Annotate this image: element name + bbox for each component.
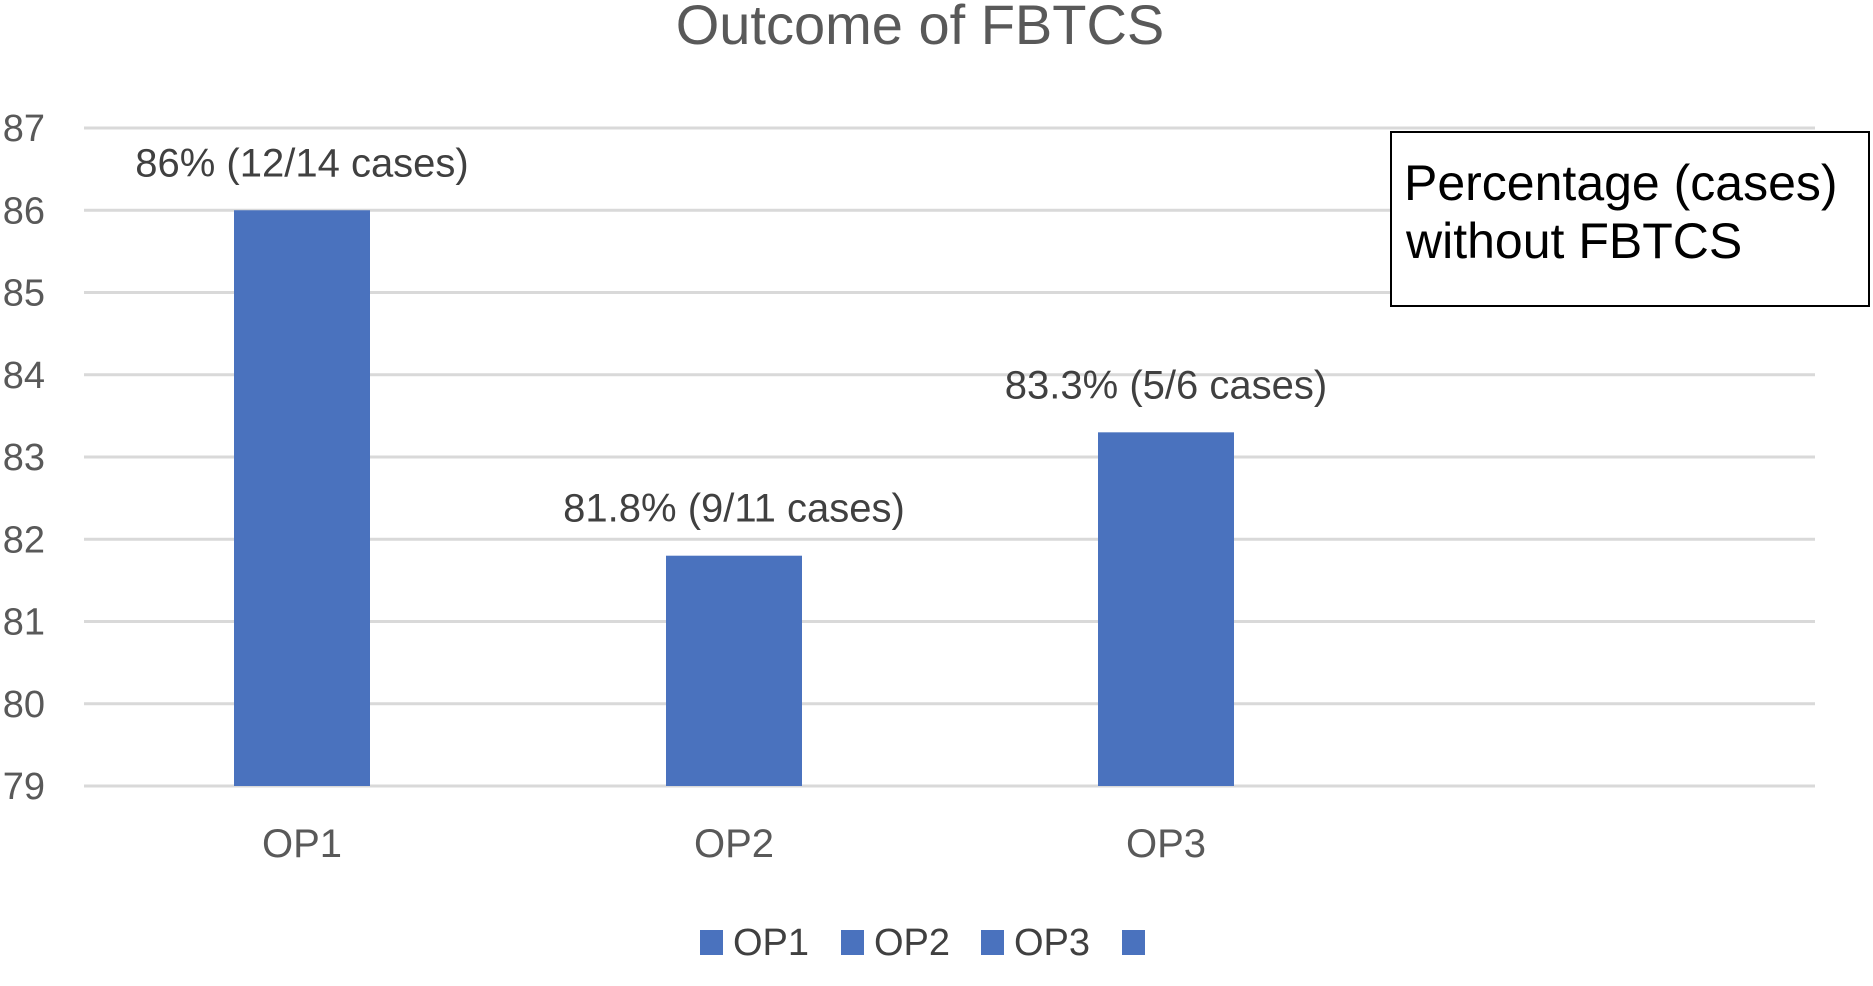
data-label-op2: 81.8% (9/11 cases) — [563, 487, 905, 531]
legend-label-op2: OP2 — [874, 922, 950, 964]
y-tick-label: 83 — [3, 437, 45, 479]
y-tick-label: 84 — [3, 355, 45, 397]
x-tick-label-op2: OP2 — [694, 822, 774, 866]
legend: OP1 OP2 OP3 — [700, 922, 1145, 964]
y-tick-label: 82 — [3, 519, 45, 561]
legend-label-op1: OP1 — [733, 922, 809, 964]
legend-swatch — [1122, 930, 1145, 955]
bars — [234, 210, 1234, 786]
y-tick-label: 79 — [3, 766, 45, 808]
legend-swatch — [700, 930, 723, 955]
data-labels: 86% (12/14 cases) 81.8% (9/11 cases) 83.3%… — [135, 141, 1327, 530]
annotation-line: without FBTCS — [1405, 213, 1742, 269]
annotation-text: Percentage (cases) without FBTCS — [1404, 155, 1838, 269]
y-tick-label: 86 — [3, 190, 45, 232]
bar-op2 — [666, 555, 802, 786]
x-tick-label-op3: OP3 — [1126, 822, 1206, 866]
legend-swatch — [981, 930, 1004, 955]
y-tick-label: 80 — [3, 684, 45, 726]
bar-op1 — [234, 210, 370, 786]
y-tick-label: 85 — [3, 273, 45, 315]
data-label-op1: 86% (12/14 cases) — [135, 141, 469, 185]
bar-op3 — [1098, 432, 1234, 786]
legend-label-op3: OP3 — [1014, 922, 1090, 964]
annotation-box: Percentage (cases) without FBTCS — [1390, 131, 1870, 307]
y-tick-label: 87 — [3, 108, 45, 150]
x-tick-label-op1: OP1 — [262, 822, 342, 866]
annotation-box-border — [1390, 131, 1870, 307]
y-tick-label: 81 — [3, 602, 45, 644]
category-labels: OP1 OP2 OP3 — [262, 822, 1206, 866]
annotation-line: Percentage (cases) — [1404, 155, 1838, 211]
chart-title: Outcome of FBTCS — [676, 0, 1165, 56]
legend-swatch — [841, 930, 864, 955]
y-axis-tick-labels: 79 80 81 82 83 84 85 86 87 — [3, 108, 45, 808]
data-label-op3: 83.3% (5/6 cases) — [1005, 363, 1327, 407]
